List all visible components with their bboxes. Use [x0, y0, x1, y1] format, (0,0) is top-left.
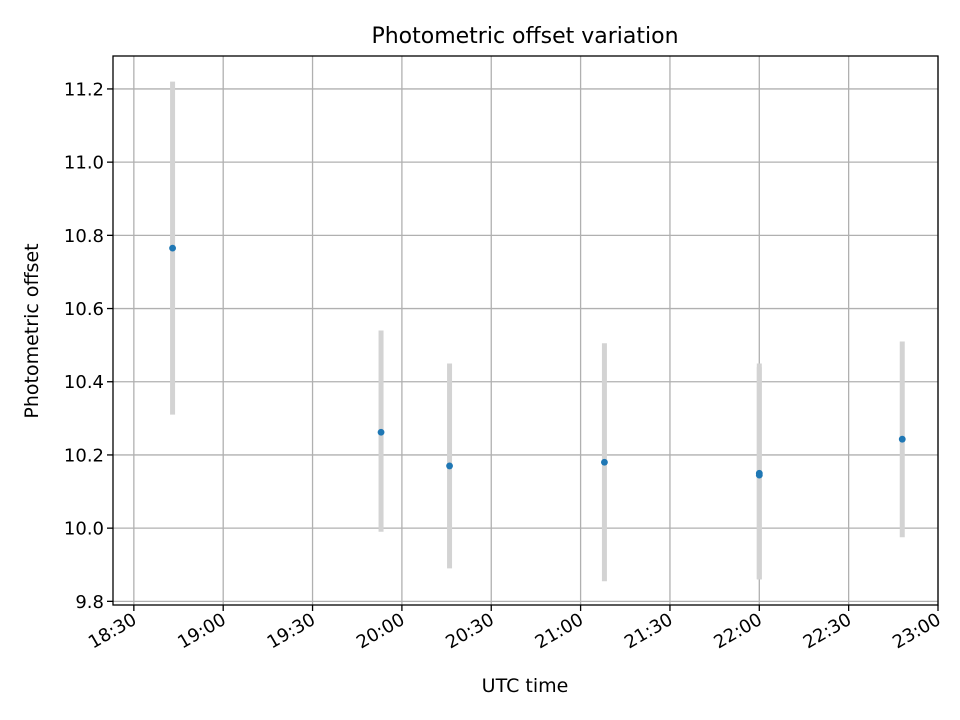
x-tick-label: 23:00	[889, 609, 944, 653]
x-tick-label: 19:00	[174, 609, 229, 653]
x-axis: 18:30 19:00 19:30 20:00 20:30 21:00 21:30 22:00…	[85, 605, 945, 653]
data-point	[601, 458, 608, 466]
y-tick-label: 11.0	[64, 153, 104, 174]
x-tick-label: 20:00	[353, 609, 408, 653]
data-points	[169, 244, 906, 479]
x-axis-label: UTC time	[482, 675, 569, 697]
y-tick-label: 9.8	[75, 592, 104, 613]
x-tick-label: 20:30	[442, 609, 497, 653]
y-tick-label: 10.6	[64, 299, 104, 320]
errorbars	[170, 81, 905, 582]
y-axis-label: Photometric offset	[21, 243, 43, 418]
data-point	[755, 471, 763, 479]
y-tick-label: 10.4	[64, 372, 104, 393]
x-tick-label: 18:30	[85, 609, 140, 653]
y-tick-label: 10.2	[64, 445, 104, 466]
y-tick-label: 10.8	[64, 226, 104, 247]
x-tick-label: 22:00	[710, 609, 765, 653]
x-tick-label: 21:30	[621, 609, 676, 653]
data-point	[446, 462, 453, 470]
x-tick-label: 19:30	[264, 609, 319, 653]
data-point	[377, 428, 385, 436]
y-tick-label: 10.0	[64, 519, 104, 540]
plot-frame	[112, 55, 939, 606]
x-tick-label: 21:00	[532, 609, 587, 653]
y-axis: 9.8 10.0 10.2 10.4 10.6 10.8 11.0 11.2	[64, 79, 113, 613]
x-tick-label: 22:30	[800, 609, 855, 653]
chart-title: Photometric offset variation	[371, 24, 678, 49]
y-tick-label: 11.2	[64, 79, 104, 100]
data-point	[169, 244, 176, 252]
data-point	[898, 435, 906, 443]
grid	[113, 56, 939, 605]
